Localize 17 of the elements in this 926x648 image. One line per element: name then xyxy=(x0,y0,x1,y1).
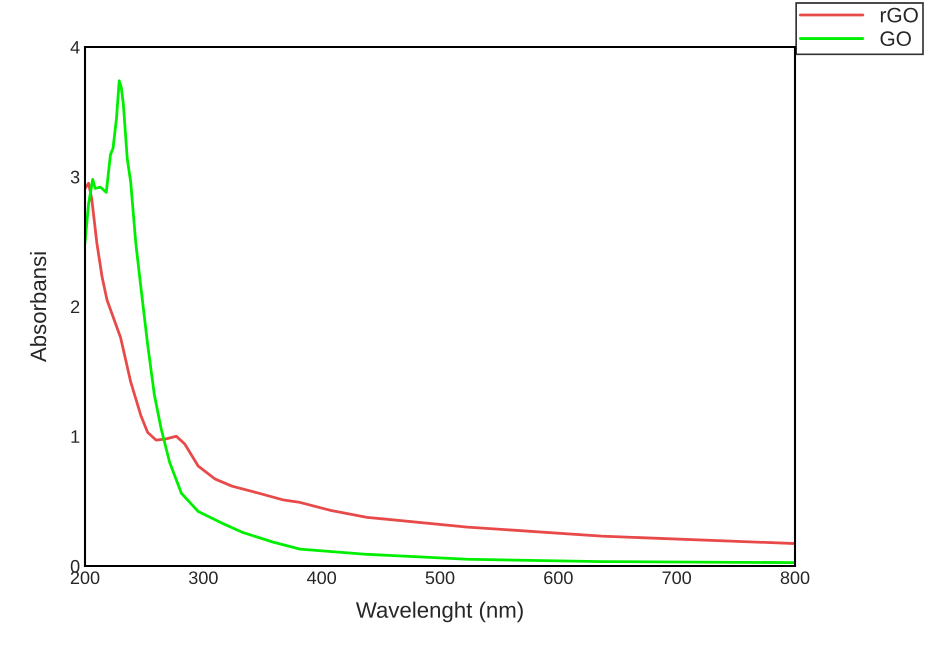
legend-label: GO xyxy=(880,31,911,46)
y-tick-label: 2 xyxy=(71,300,80,314)
y-tick-label: 4 xyxy=(70,41,80,54)
x-axis-title: Wavelenght (nm) xyxy=(356,602,523,622)
x-tick-label: 800 xyxy=(780,571,810,584)
line-series xyxy=(85,182,795,545)
y-axis-title: Absorbansi xyxy=(30,252,46,362)
x-tick-label: 600 xyxy=(544,571,573,584)
line-series xyxy=(85,79,795,564)
legend-label: rGO xyxy=(880,8,918,22)
x-tick-label: 300 xyxy=(188,571,218,584)
y-tick-label: 3 xyxy=(70,170,80,184)
x-tick-label: 500 xyxy=(426,571,454,584)
x-tick-label: 200 xyxy=(70,571,100,584)
y-tick-label: 1 xyxy=(71,430,80,443)
x-tick-label: 400 xyxy=(307,571,336,584)
x-tick-label: 700 xyxy=(662,571,692,584)
